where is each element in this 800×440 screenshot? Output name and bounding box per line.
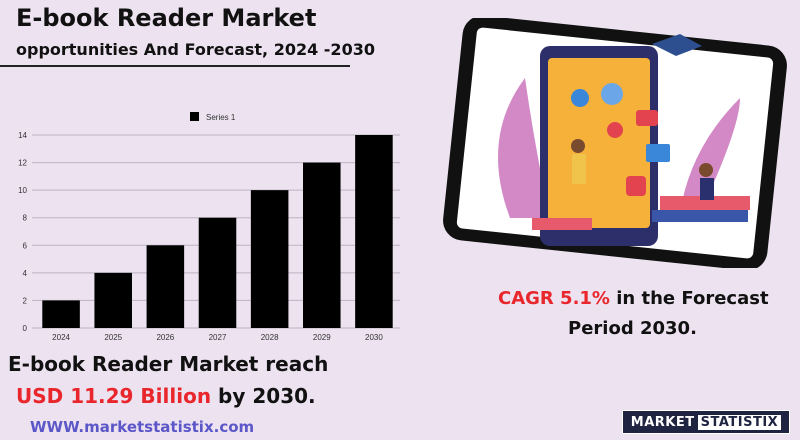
leaf-right-icon [680, 98, 740, 213]
market-size-suffix: by 2030. [218, 384, 316, 408]
person-head-icon [571, 139, 585, 153]
camera-icon [636, 110, 658, 126]
x-tick-label: 2024 [52, 333, 70, 342]
bar [94, 272, 132, 328]
legend-swatch [190, 112, 199, 121]
x-tick-label: 2025 [104, 333, 122, 342]
x-tick-label: 2028 [261, 333, 279, 342]
graduation-cap-icon [652, 34, 702, 56]
page-subtitle: opportunities And Forecast, 2024 -2030 [16, 40, 375, 59]
bar [198, 217, 237, 328]
books-left-icon [532, 218, 592, 230]
x-tick-label: 2029 [313, 333, 331, 342]
market-size-value: USD 11.29 Billion [16, 384, 212, 408]
map-pin-icon [571, 89, 589, 107]
bar [146, 245, 185, 328]
x-tick-label: 2030 [365, 333, 383, 342]
tablet-illustration [443, 18, 787, 268]
y-tick-label: 12 [18, 159, 27, 168]
y-tick-label: 14 [18, 131, 27, 140]
y-tick-label: 8 [23, 214, 28, 223]
website-link[interactable]: WWW.marketstatistix.com [30, 418, 255, 436]
cagr-value: CAGR 5.1% [498, 288, 610, 309]
y-tick-label: 6 [23, 241, 28, 250]
cagr-text: in the Forecast [616, 288, 769, 309]
page-title: E-book Reader Market [16, 4, 317, 32]
globe-icon [601, 83, 623, 105]
mail-icon [646, 144, 670, 162]
x-tick-label: 2027 [209, 333, 227, 342]
books-right-icon [660, 196, 750, 210]
bar [355, 135, 393, 328]
bar [250, 190, 289, 328]
bar [42, 300, 80, 328]
legend-label: Series 1 [206, 113, 236, 122]
title-underline [0, 65, 350, 67]
user-icon [626, 176, 646, 196]
brand-logo: MARKET STATISTIX [622, 410, 790, 434]
person-reading-icon [699, 163, 713, 177]
market-size-line1: E-book Reader Market reach [8, 352, 329, 376]
y-tick-label: 0 [23, 324, 28, 333]
bar-chart: 0 2 4 6 8 10 12 14 2024 2025 2026 2027 2028 2029 2030 S… [18, 112, 400, 342]
x-tick-label: 2026 [156, 333, 174, 342]
bar [303, 162, 341, 328]
y-tick-label: 10 [18, 186, 27, 195]
market-size-line2: USD 11.29 Billion by 2030. [16, 384, 316, 408]
cagr-line1: CAGR 5.1% in the Forecast [498, 288, 769, 309]
y-tick-label: 2 [23, 296, 28, 305]
gear-icon [607, 122, 623, 138]
cagr-line2: Period 2030. [568, 318, 697, 339]
y-tick-label: 4 [23, 269, 28, 278]
leaf-left-icon [498, 78, 550, 218]
